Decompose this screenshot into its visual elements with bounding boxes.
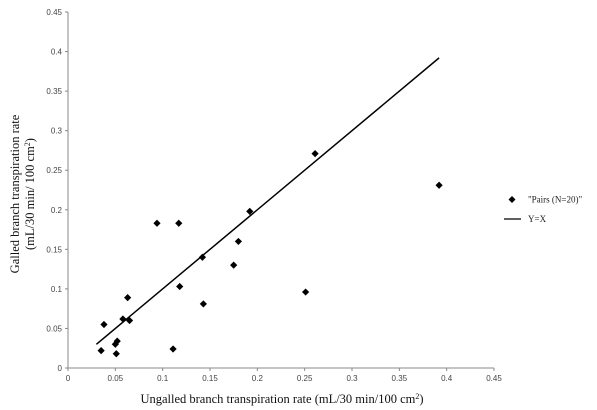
y-tick-labels: 0 0.05 0.1 0.15 0.2 0.25 0.3 0.35 0.4 0.45	[46, 8, 68, 373]
y-tick-label: 0.35	[46, 87, 62, 96]
data-point	[112, 350, 120, 358]
y-tick-label: 0.4	[51, 48, 63, 57]
data-point	[169, 345, 177, 353]
data-point	[176, 282, 184, 291]
y-tick-label: 0	[58, 364, 63, 373]
y-tick-label: 0.25	[46, 166, 62, 175]
data-point	[113, 337, 121, 345]
y-tick-label: 0.3	[51, 127, 63, 136]
x-tick-label: 0	[66, 374, 71, 383]
x-tick-label: 0.05	[108, 374, 124, 383]
y-axis-title-line2-end: )	[23, 138, 37, 142]
data-point	[246, 207, 254, 215]
x-tick-label: 0.2	[252, 374, 264, 383]
data-point	[119, 315, 127, 323]
y-axis-title-line1: Galled branch transpiration rate	[8, 114, 22, 273]
x-axis-title-sup: 2	[415, 392, 419, 401]
legend-label-yx: Y=X	[528, 214, 547, 224]
plot-area: 0 0.05 0.1 0.15 0.2 0.25 0.3 0.35 0.4 0.45 00.050…	[46, 8, 502, 383]
data-point	[302, 288, 310, 296]
y-tick-label: 0.1	[51, 285, 63, 294]
y-axis-title: Galled branch transpiration rate (mL/30 …	[8, 114, 37, 273]
x-tick-labels: 0 0.05 0.1 0.15 0.2 0.25 0.3 0.35 0.4 0.45	[66, 368, 502, 383]
data-point	[234, 237, 242, 246]
data-point	[97, 346, 105, 355]
x-axis-title-main: Ungalled branch transpiration rate (mL/3…	[140, 392, 415, 406]
y-axis-title-line2-sup: 2	[23, 142, 32, 146]
data-point	[125, 316, 134, 325]
data-point	[100, 320, 108, 329]
legend-item-pairs: "Pairs (N=20)"	[508, 195, 582, 205]
legend-label-pairs: "Pairs (N=20)"	[528, 195, 582, 205]
y-tick-label: 0.45	[46, 8, 62, 17]
data-point	[435, 181, 443, 189]
data-point	[124, 293, 132, 302]
data-point	[230, 261, 238, 269]
x-tick-label: 0.4	[441, 374, 453, 383]
y-tick-label: 0.05	[46, 324, 62, 333]
y-tick-label: 0.2	[51, 206, 63, 215]
x-axis-title: Ungalled branch transpiration rate (mL/3…	[140, 392, 423, 406]
x-tick-label: 0.3	[346, 374, 358, 383]
data-point	[199, 300, 207, 308]
x-tick-label: 0.35	[392, 374, 408, 383]
data-point	[311, 150, 319, 158]
data-marks	[95, 57, 443, 358]
yx-reference-line	[95, 57, 440, 345]
data-point	[153, 219, 161, 227]
y-axis-title-line2: (mL/30 min/ 100 cm2)	[23, 138, 37, 250]
legend: "Pairs (N=20)" Y=X	[504, 195, 582, 224]
data-point	[198, 253, 207, 261]
x-tick-label: 0.45	[486, 374, 502, 383]
data-point	[175, 219, 183, 227]
legend-diamond-marker	[508, 196, 516, 203]
x-tick-label: 0.25	[297, 374, 313, 383]
x-axis-title-end: )	[419, 392, 423, 406]
y-tick-label: 0.15	[46, 245, 62, 254]
legend-item-yx: Y=X	[504, 214, 547, 224]
y-axis-title-line2-main: (mL/30 min/ 100 cm	[23, 146, 37, 250]
x-tick-label: 0.1	[157, 374, 169, 383]
x-tick-label: 0.15	[202, 374, 218, 383]
